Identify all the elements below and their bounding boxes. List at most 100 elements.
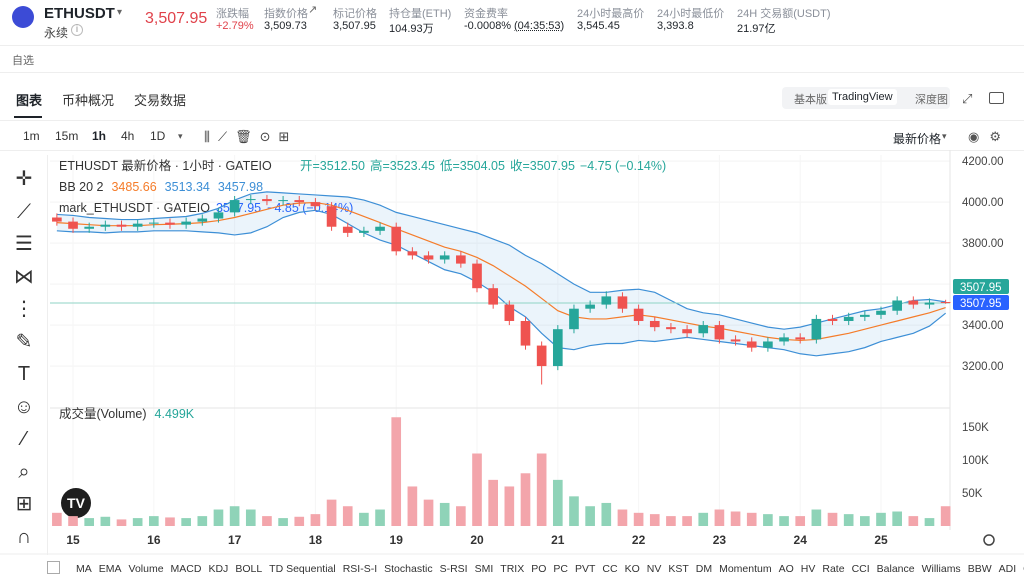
volume-bar — [262, 516, 272, 526]
interval[interactable]: 4h — [121, 129, 134, 143]
volume-bar — [795, 516, 805, 526]
indicator[interactable]: CC — [602, 563, 617, 575]
x-tick-label: 22 — [632, 533, 646, 547]
fullscreen-icon[interactable]: ⤢ — [962, 91, 972, 107]
interval[interactable]: 1m — [23, 129, 40, 143]
indicator[interactable]: EMA — [99, 563, 122, 575]
symbol[interactable]: ETHUSDT — [44, 5, 115, 22]
volume-bar — [925, 518, 935, 526]
volume-tick-label: 100K — [962, 455, 989, 467]
interval[interactable]: 1D — [150, 129, 165, 143]
volume-bar — [763, 514, 773, 526]
indicator[interactable]: NV — [647, 563, 662, 575]
indicator[interactable]: KST — [668, 563, 688, 575]
volume-bar — [715, 510, 725, 526]
candle-body — [262, 199, 272, 201]
settings-icons[interactable]: ◉⚙ — [968, 129, 1011, 145]
indicator[interactable]: PC — [553, 563, 568, 575]
indicator[interactable]: PO — [531, 563, 546, 575]
bar-handle[interactable] — [47, 561, 60, 574]
dropdown-arrow[interactable]: ▾ — [117, 7, 122, 18]
candle-body — [634, 309, 644, 321]
volume-bar — [505, 486, 515, 526]
indicator[interactable]: KO — [625, 563, 640, 575]
indicator[interactable]: RSI-S-I — [343, 563, 377, 575]
volume-tick-label: 150K — [962, 422, 989, 434]
candle-body — [925, 303, 935, 305]
indicator[interactable]: Williams — [922, 563, 961, 575]
volume-bar — [327, 500, 337, 526]
legend-ohlc: 开=3512.50 高=3523.45 低=3504.05 收=3507.95 −4.7… — [300, 158, 666, 173]
indicator[interactable]: SMI — [475, 563, 494, 575]
volume-bar — [488, 480, 498, 526]
chart-tools[interactable]: ⫼⟋🗑︎⊙⊞ — [204, 129, 297, 145]
candle-body — [828, 319, 838, 321]
indicator[interactable]: Volume — [129, 563, 164, 575]
favorites[interactable]: 自选 — [12, 52, 34, 68]
tab-underline — [14, 116, 42, 118]
indicator[interactable]: Momentum — [719, 563, 772, 575]
view-option[interactable]: 深度图 — [911, 89, 952, 109]
indicator[interactable]: BOLL — [235, 563, 262, 575]
indicator[interactable]: TRIX — [500, 563, 524, 575]
candle-body — [860, 315, 870, 317]
stat-label: 24H 交易额(USDT) — [737, 5, 831, 21]
window-icon[interactable] — [989, 92, 1004, 104]
dropdown-arrow[interactable]: ▾ — [942, 131, 947, 142]
candle-body — [715, 325, 725, 339]
indicator[interactable]: BBW — [968, 563, 992, 575]
volume-bar — [294, 517, 304, 526]
candle-body — [553, 329, 563, 366]
indicator[interactable]: S-RSI — [440, 563, 468, 575]
candle-body — [375, 227, 385, 231]
indicator[interactable]: KDJ — [208, 563, 228, 575]
volume-bar — [941, 506, 951, 526]
volume-bar — [149, 516, 159, 526]
stat-extra[interactable]: (04:35:53) — [514, 20, 564, 32]
candle-body — [311, 202, 321, 206]
indicator[interactable]: TD Sequential — [269, 563, 336, 575]
interval[interactable]: 1h — [92, 129, 106, 143]
indicator[interactable]: Balance — [877, 563, 915, 575]
stat-label: 24小时最高价 — [577, 5, 644, 21]
tab[interactable]: 图表 — [16, 90, 42, 109]
view-option[interactable]: 基本版 — [790, 89, 831, 109]
indicator[interactable]: CCI — [852, 563, 870, 575]
y-tick-label: 3800.00 — [962, 238, 1004, 250]
indicator[interactable]: ADI — [999, 563, 1017, 575]
volume-bar — [408, 486, 418, 526]
volume-bar — [117, 519, 127, 526]
indicator[interactable]: Stochastic — [384, 563, 432, 575]
indicator[interactable]: AO — [779, 563, 794, 575]
candle-body — [149, 223, 159, 224]
info-icon[interactable]: i — [71, 24, 83, 36]
price-mode[interactable]: 最新价格 — [893, 130, 941, 147]
tab[interactable]: 币种概况 — [62, 90, 114, 109]
link-icon: ↗ — [308, 3, 317, 16]
candle-body — [763, 341, 773, 347]
view-option[interactable]: TradingView — [828, 89, 897, 105]
volume-bar — [860, 516, 870, 526]
indicator[interactable]: MA — [76, 563, 92, 575]
dropdown-arrow[interactable]: ▾ — [178, 131, 183, 142]
tab[interactable]: 交易数据 — [134, 90, 186, 109]
volume-bar — [440, 503, 450, 526]
x-tick-label: 25 — [874, 533, 888, 547]
candle-body — [650, 321, 660, 327]
indicator[interactable]: MACD — [171, 563, 202, 575]
indicator[interactable]: HV — [801, 563, 816, 575]
svg-text:TV: TV — [67, 495, 86, 511]
volume-last: 4.499K — [155, 407, 195, 421]
volume-bar — [812, 510, 822, 526]
candle-body — [537, 346, 547, 366]
candle-body — [569, 309, 579, 329]
mark-title: mark_ETHUSDT · GATEIO — [59, 201, 210, 215]
indicator[interactable]: DM — [696, 563, 712, 575]
stat-value: 3,509.73 — [264, 20, 307, 32]
settings-gear[interactable] — [984, 535, 994, 545]
indicator[interactable]: Rate — [822, 563, 844, 575]
indicator[interactable]: PVT — [575, 563, 595, 575]
interval[interactable]: 15m — [55, 129, 78, 143]
x-tick-label: 21 — [551, 533, 565, 547]
volume-bar — [246, 510, 256, 526]
